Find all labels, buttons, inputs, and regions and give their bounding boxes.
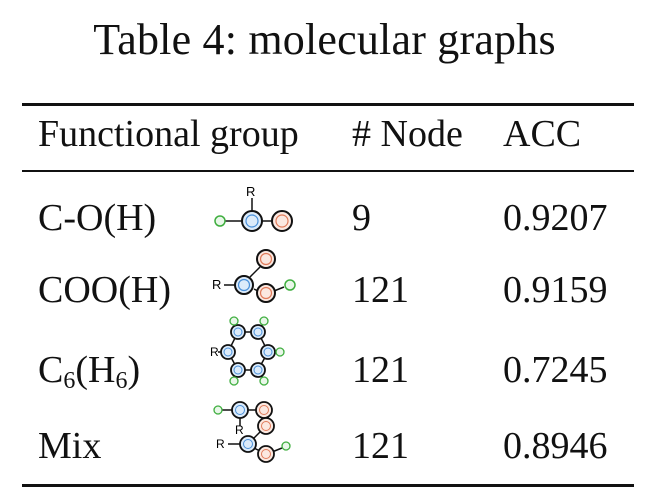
accuracy-cell: 0.9207 xyxy=(503,197,608,239)
group-cell: C6(H6) xyxy=(38,349,141,394)
group-cell: Mix xyxy=(38,425,102,467)
table-title: Table 4: molecular graphs xyxy=(93,15,556,64)
hydrogen-node xyxy=(214,215,226,227)
header-rule xyxy=(22,170,634,172)
r-group-label: R xyxy=(246,184,255,199)
r-group-label: R xyxy=(210,345,219,359)
node-count-cell: 9 xyxy=(352,197,371,239)
group-cell: C-O(H) xyxy=(38,197,157,239)
accuracy-cell: 0.8946 xyxy=(503,425,608,467)
r-group-label: R xyxy=(216,437,225,451)
accuracy-cell: 0.7245 xyxy=(503,349,608,391)
mixed-graph-icon: R R xyxy=(213,401,291,463)
group-cell: COO(H) xyxy=(38,269,171,311)
oxygen-node xyxy=(256,283,276,303)
benzene-graph-icon: R xyxy=(210,316,285,386)
r-group-label: R xyxy=(235,423,244,437)
accuracy-cell: 0.9159 xyxy=(503,269,608,311)
top-rule xyxy=(22,103,634,106)
carbon-node xyxy=(241,210,263,232)
node-count-cell: 121 xyxy=(352,425,409,467)
header-accuracy: ACC xyxy=(503,113,582,155)
bottom-rule xyxy=(22,484,634,487)
hydroxyl-graph-icon: R xyxy=(214,184,293,232)
oxygen-node xyxy=(271,210,293,232)
header-functional-group: Functional group xyxy=(38,113,299,155)
header-node-count: # Node xyxy=(352,113,463,155)
carboxyl-graph-icon: R xyxy=(212,249,296,303)
node-count-cell: 121 xyxy=(352,349,409,391)
node-count-cell: 121 xyxy=(352,269,409,311)
oxygen-node xyxy=(256,249,276,269)
hydrogen-node xyxy=(284,279,296,291)
r-group-label: R xyxy=(212,277,221,292)
carbon-node xyxy=(234,275,254,295)
